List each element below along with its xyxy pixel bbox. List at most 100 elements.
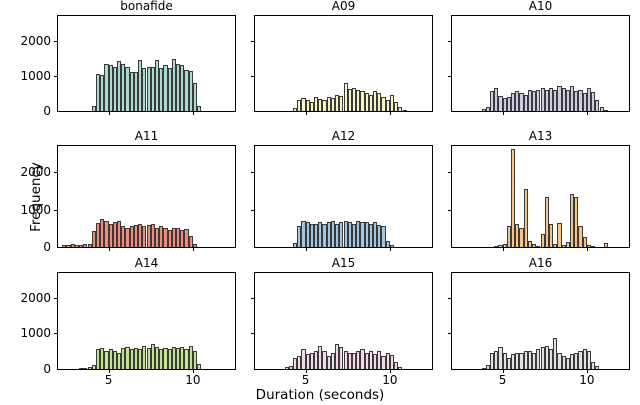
y-tick-label: 1000: [20, 326, 51, 341]
histogram-bar: [561, 88, 566, 111]
histogram-bar: [159, 226, 164, 247]
histogram-bar: [515, 352, 520, 369]
histogram-bar: [489, 352, 495, 369]
histogram-bar: [309, 224, 314, 247]
histogram-bar: [326, 356, 331, 369]
histogram-bar: [515, 223, 520, 247]
histogram-bar: [565, 89, 570, 111]
histogram-bar: [95, 73, 101, 111]
histogram-bar: [570, 86, 575, 111]
histogram-bar: [591, 91, 596, 111]
histogram-bar: [335, 224, 340, 247]
histogram-bar: [570, 354, 575, 369]
histogram-bar: [104, 63, 109, 111]
plot-area: 0 1000 2000: [20, 145, 236, 254]
y-tick-mark: [251, 209, 255, 211]
histogram-bar: [494, 88, 499, 111]
histogram-bar: [523, 94, 528, 111]
subplot-a15: A15 5 10: [251, 256, 433, 387]
histogram-bar: [481, 367, 486, 369]
histogram-bar: [79, 245, 84, 247]
x-tick-mark: [502, 247, 504, 251]
plot-area: [251, 145, 433, 251]
y-tick-mark: [251, 172, 255, 174]
y-tick-label: 2000: [20, 165, 51, 180]
histogram-bar: [297, 100, 302, 111]
y-tick-label: 2000: [20, 290, 51, 305]
histogram-bar: [368, 94, 373, 111]
histogram-bar: [595, 366, 600, 369]
histogram-bar: [485, 364, 490, 369]
histogram-bar: [163, 227, 168, 247]
histogram-bar: [305, 100, 310, 111]
histogram-bar: [582, 349, 587, 369]
histogram-bar: [485, 106, 490, 111]
histogram-bar: [494, 245, 499, 247]
histogram-bar: [381, 96, 386, 111]
histogram-bar: [351, 352, 357, 369]
subplot-a12: A12: [251, 129, 433, 251]
histogram-bar: [377, 224, 382, 247]
subplot-bonafide: bonafide 0 1000 2000: [20, 0, 236, 118]
histogram-bar: [133, 71, 139, 111]
histogram-bar: [494, 350, 499, 369]
histogram-bar: [540, 233, 545, 247]
histogram-bar: [595, 100, 600, 111]
histogram-bar: [66, 245, 71, 247]
histogram-bar: [536, 349, 541, 369]
subplot-a11: A11 0 1000 2000: [20, 129, 236, 254]
histogram-bar: [498, 244, 503, 247]
histogram-bar: [385, 352, 390, 369]
histogram-bar: [318, 222, 323, 247]
histogram-bar: [188, 345, 193, 369]
histogram-bar: [364, 352, 369, 369]
histogram-bar: [347, 352, 352, 369]
histogram-bar: [511, 149, 516, 247]
histogram-bar: [326, 96, 331, 111]
histogram-bar: [544, 89, 549, 111]
histogram-bar: [70, 244, 75, 247]
panel-title: A15: [331, 256, 356, 270]
histogram-bar: [91, 364, 96, 369]
histogram-bar: [292, 357, 298, 369]
histogram-bar: [557, 352, 562, 369]
subplot-a16: A16 5 10: [448, 256, 630, 387]
subplot-a09: A09: [251, 0, 433, 115]
histogram-bar: [519, 93, 524, 111]
histogram-bar: [368, 350, 373, 369]
x-tick-label: 10: [185, 373, 201, 387]
panel-title: A16: [528, 256, 553, 270]
x-tick-label: 5: [301, 373, 310, 387]
histogram-bar: [322, 224, 327, 247]
histogram-bar: [95, 349, 101, 369]
y-tick-mark: [251, 40, 255, 42]
histogram-bar: [74, 244, 80, 247]
histogram-bar: [394, 101, 399, 111]
histogram-bar: [565, 242, 570, 247]
histogram-bar: [100, 218, 105, 247]
histogram-bar: [511, 93, 516, 111]
histogram-bar: [292, 243, 298, 247]
histogram-bar: [129, 226, 134, 247]
histogram-bar: [318, 345, 323, 369]
histogram-bar: [356, 89, 361, 111]
histogram-bar: [402, 109, 407, 111]
histogram-bar: [506, 226, 511, 247]
histogram-bar: [176, 347, 181, 369]
histogram-bar: [167, 68, 172, 111]
histogram-bar: [100, 347, 105, 369]
histogram-bar: [108, 349, 113, 369]
y-tick-label: 0: [43, 104, 51, 118]
histogram-bar: [330, 98, 336, 111]
x-tick-mark: [502, 111, 504, 115]
histogram-bar: [159, 349, 164, 369]
histogram-bar: [112, 67, 117, 111]
histogram-bar: [121, 63, 126, 111]
histogram-bar: [309, 101, 314, 111]
histogram-bar: [343, 82, 348, 111]
histogram-bar: [532, 244, 537, 247]
histogram-bar: [197, 106, 202, 111]
y-tick-mark: [54, 172, 58, 174]
histogram-bar: [527, 89, 533, 111]
histogram-bar: [176, 63, 181, 111]
